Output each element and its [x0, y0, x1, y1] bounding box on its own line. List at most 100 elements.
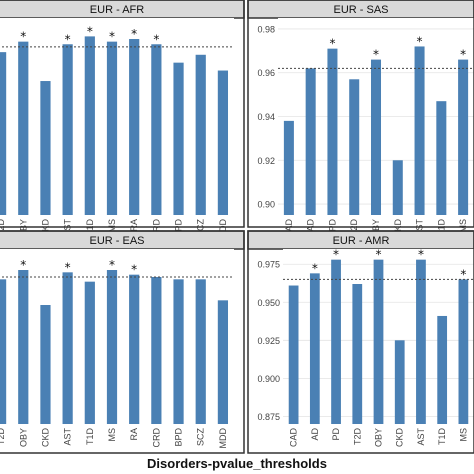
x-tick-label-PD: PD: [331, 428, 341, 441]
bar-BPD: [173, 62, 184, 215]
x-tick-label-AST: AST: [416, 428, 426, 446]
bar-T1D: [84, 36, 95, 216]
significance-star: *: [65, 260, 71, 274]
facet-title: EUR - SAS: [333, 4, 388, 16]
significance-star: *: [312, 261, 318, 275]
bar-SCZ: [195, 54, 206, 216]
significance-star: *: [131, 27, 137, 41]
bar-CAD: [283, 120, 294, 215]
panel-3: EUR - EAS T2D * OBY CKD * AST T1D * MS * RA CRD BPD SC…: [0, 230, 245, 454]
bar-T1D: [437, 315, 448, 424]
significance-star: *: [418, 248, 424, 262]
x-tick-label-MDD: MDD: [218, 428, 228, 449]
y-tick-label: 0.94: [257, 112, 275, 122]
bar-RA: [129, 39, 140, 215]
x-tick-label-MS: MS: [107, 219, 117, 233]
bar-OBY: [18, 41, 29, 215]
x-tick-label-CKD: CKD: [40, 428, 50, 448]
y-tick-label: 0.875: [257, 412, 280, 422]
y-tick-label: 0.98: [257, 24, 275, 34]
x-tick-label-CKD: CKD: [393, 219, 403, 239]
bar-T2D: [0, 279, 7, 424]
significance-star: *: [20, 258, 26, 272]
bar-CRD: [151, 277, 162, 424]
facet-title: EUR - AMR: [333, 235, 390, 247]
significance-star: *: [417, 34, 423, 48]
x-tick-label-OBY: OBY: [371, 219, 381, 238]
bar-CKD: [392, 160, 403, 215]
x-tick-label-BPD: BPD: [174, 428, 184, 447]
bar-CKD: [40, 305, 51, 424]
significance-star: *: [109, 258, 115, 272]
bar-AST: [414, 46, 425, 216]
bar-MS: [106, 41, 118, 215]
bar-AST: [62, 272, 73, 424]
x-tick-label-MS: MS: [107, 428, 117, 442]
y-tick-label: 0.950: [257, 298, 280, 308]
x-tick-label-CAD: CAD: [284, 219, 294, 239]
x-tick-label-AD: AD: [306, 219, 316, 232]
bar-CAD: [288, 285, 299, 424]
x-tick-label-RA: RA: [129, 219, 139, 232]
x-tick-label-SCZ: SCZ: [196, 427, 206, 446]
significance-star: *: [329, 37, 335, 51]
bar-OBY: [373, 259, 384, 424]
x-tick-label-T1D: T1D: [85, 428, 95, 446]
bar-OBY: [370, 59, 382, 215]
y-tick-label: 0.92: [257, 156, 275, 166]
panel-4: EUR - AMR 0.875 0.900 0.925 0.950 0.975 CAD * AD…: [247, 230, 474, 454]
bar-SCZ: [195, 279, 206, 424]
bar-PD: [331, 259, 341, 424]
y-tick-label: 0.90: [257, 200, 275, 210]
panel-frame: [0, 230, 245, 454]
x-tick-label-CKD: CKD: [40, 219, 50, 239]
significance-star: *: [131, 263, 137, 277]
x-tick-label-RA: RA: [129, 428, 139, 441]
x-axis-title: Disorders-pvalue_thresholds: [147, 456, 327, 471]
bar-MS: [458, 59, 469, 215]
panel-frame: [247, 0, 474, 228]
bar-MDD: [217, 300, 229, 424]
y-tick-label: 0.975: [257, 260, 280, 270]
significance-star: *: [373, 48, 379, 62]
significance-star: *: [65, 32, 71, 46]
x-tick-label-CRD: CRD: [151, 428, 161, 448]
x-tick-label-BPD: BPD: [174, 219, 184, 238]
significance-star: *: [460, 48, 466, 62]
x-tick-label-T2D: T2D: [0, 428, 6, 446]
x-tick-label-T2D: T2D: [352, 428, 362, 446]
significance-star: *: [460, 267, 466, 281]
bar-AST: [416, 259, 426, 424]
bar-T1D: [84, 281, 95, 424]
x-tick-label-MDD: MDD: [218, 219, 228, 240]
x-tick-label-AST: AST: [63, 428, 73, 446]
x-tick-label-CKD: CKD: [395, 428, 405, 448]
bar-T2D: [349, 79, 360, 216]
x-tick-label-OBY: OBY: [18, 219, 28, 238]
x-tick-label-OBY: OBY: [374, 428, 384, 447]
bar-T1D: [436, 101, 447, 215]
bar-RA: [129, 274, 140, 424]
bar-CKD: [40, 81, 51, 215]
x-tick-label-CRD: CRD: [151, 219, 161, 239]
bar-MS: [106, 270, 118, 424]
bar-MDD: [217, 70, 229, 216]
bar-BPD: [173, 279, 184, 424]
x-tick-label-PD: PD: [327, 219, 337, 232]
y-tick-label: 0.900: [257, 374, 280, 384]
bar-PD: [327, 48, 338, 216]
significance-star: *: [333, 248, 339, 262]
x-tick-label-MS: MS: [458, 219, 468, 233]
x-tick-label-CAD: CAD: [289, 428, 299, 448]
bar-AST: [62, 44, 73, 216]
bar-AD: [309, 273, 320, 424]
bar-CKD: [394, 340, 405, 424]
significance-star: *: [376, 248, 382, 262]
facet-title: EUR - EAS: [89, 235, 144, 247]
significance-star: *: [87, 24, 93, 38]
bar-OBY: [18, 270, 29, 424]
y-tick-label: 0.96: [257, 68, 275, 78]
